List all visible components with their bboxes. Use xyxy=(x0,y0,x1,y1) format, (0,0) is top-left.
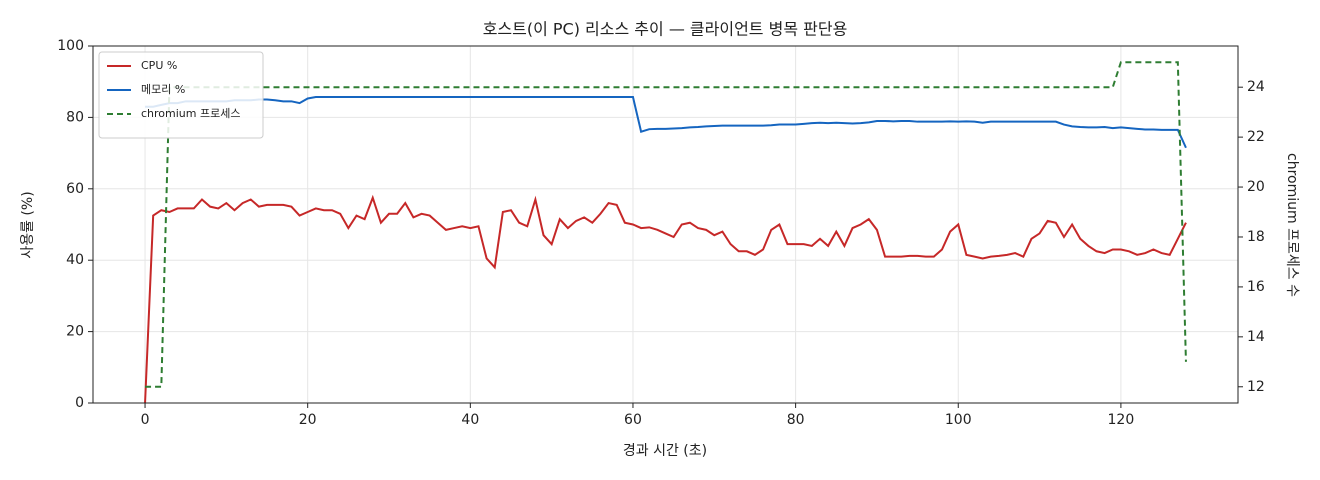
series-line xyxy=(144,194,1187,404)
y2-tick-label: 18 xyxy=(1247,229,1265,245)
y2-axis-label: chromium 프로세스 수 xyxy=(1284,153,1300,297)
y2-tick-label: 24 xyxy=(1247,79,1265,95)
y2-tick-label: 22 xyxy=(1247,129,1265,145)
y-tick-label: 20 xyxy=(66,324,84,340)
legend-label: chromium 프로세스 xyxy=(141,107,240,120)
y-tick-label: 80 xyxy=(66,109,84,125)
y-tick-label: 100 xyxy=(57,38,84,54)
x-tick-label: 80 xyxy=(787,412,805,428)
x-tick-label: 100 xyxy=(945,412,972,428)
x-tick-label: 60 xyxy=(624,412,642,428)
y-tick-label: 40 xyxy=(66,252,84,268)
plot-frame xyxy=(92,45,1239,404)
chart-title: 호스트(이 PC) 리소스 추이 — 클라이언트 병목 판단용 xyxy=(483,20,848,39)
series-line xyxy=(145,96,1187,149)
y-tick-label: 60 xyxy=(66,181,84,197)
x-axis-label: 경과 시간 (초) xyxy=(623,443,707,459)
y2-tick-label: 12 xyxy=(1247,379,1265,395)
y2-tick-label: 20 xyxy=(1247,179,1265,195)
x-tick-label: 120 xyxy=(1108,412,1135,428)
x-tick-label: 0 xyxy=(141,412,150,428)
legend-box xyxy=(98,51,264,139)
x-tick-label: 40 xyxy=(461,412,479,428)
legend-label: CPU % xyxy=(141,59,177,72)
x-tick-label: 20 xyxy=(299,412,317,428)
y2-tick-label: 16 xyxy=(1247,279,1265,295)
y-tick-label: 0 xyxy=(75,395,84,411)
legend-label: 메모리 % xyxy=(141,83,185,96)
series-line xyxy=(145,61,1187,388)
y-axis-label: 사용률 (%) xyxy=(20,191,36,258)
y2-tick-label: 14 xyxy=(1247,329,1265,345)
